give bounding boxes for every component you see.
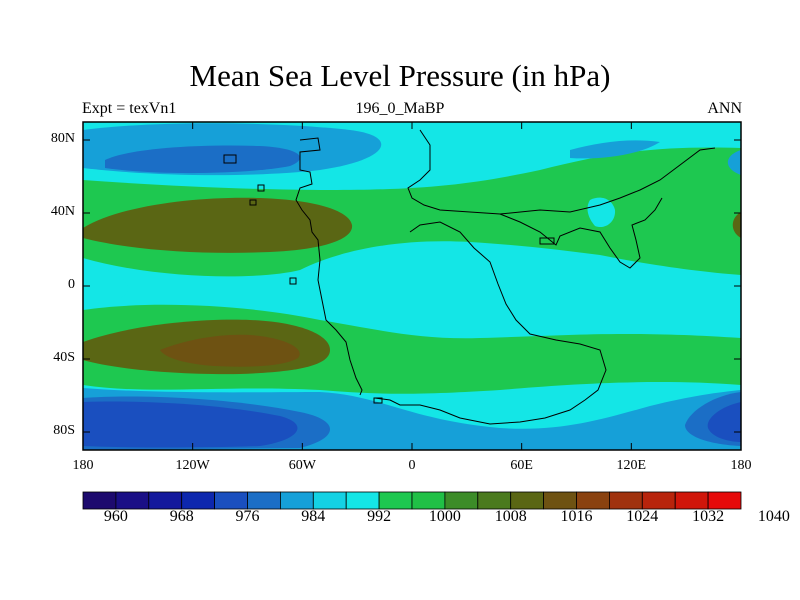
island-outline-4 xyxy=(289,277,297,285)
x-tick-label: 180 xyxy=(730,458,752,473)
island-outline-3 xyxy=(249,199,257,206)
colorbar-swatch xyxy=(510,491,545,510)
island-outline-2 xyxy=(257,184,265,192)
continent-outline-america xyxy=(295,137,363,396)
y-tick-label: 0 xyxy=(68,277,75,292)
colorbar-swatch xyxy=(641,491,676,510)
north-high-fill xyxy=(83,197,353,253)
southeast-low-core xyxy=(707,402,741,442)
colorbar-swatch xyxy=(378,491,413,510)
colorbar-label: 984 xyxy=(301,508,326,525)
colorbar-label: 1008 xyxy=(494,508,527,525)
colorbar-swatch xyxy=(444,491,479,510)
x-tick-label: 60E xyxy=(510,458,533,473)
x-tick-label: 180 xyxy=(72,458,94,473)
colorbar-label: 1024 xyxy=(626,508,659,525)
northeast-low-fill xyxy=(570,140,660,159)
south-high-core xyxy=(160,334,300,367)
east-edge-high xyxy=(732,212,741,238)
island-outline-6 xyxy=(539,237,555,245)
colorbar-swatch xyxy=(148,491,183,510)
colorbar-swatch xyxy=(543,491,577,510)
y-tick-label: 80S xyxy=(53,423,75,438)
colorbar-swatch xyxy=(279,491,314,510)
x-tick-label: 120E xyxy=(616,458,647,473)
x-tick-label: 0 xyxy=(408,458,416,473)
island-outline-5 xyxy=(373,397,383,404)
colorbar-label: 1040 xyxy=(757,508,790,525)
x-tick-label: 60W xyxy=(288,458,316,473)
colorbar-swatch xyxy=(181,491,215,510)
south-low-core xyxy=(83,401,298,448)
colorbar-label: 1032 xyxy=(692,508,725,525)
colorbar-swatch xyxy=(477,491,512,510)
colorbar-swatch xyxy=(411,491,446,510)
colorbar-label: 968 xyxy=(169,508,194,525)
colorbar-label: 1016 xyxy=(560,508,593,525)
x-tick-label: 120W xyxy=(175,458,210,473)
colorbar-swatch xyxy=(707,491,742,510)
colorbar-label: 976 xyxy=(235,508,260,525)
colorbar-swatch xyxy=(345,491,380,510)
colorbar-swatch xyxy=(247,491,281,510)
colorbar xyxy=(82,491,742,510)
colorbar-swatch xyxy=(609,491,643,510)
y-tick-label: 40N xyxy=(50,204,75,219)
y-tick-label: 80N xyxy=(50,131,75,146)
experiment-label: Expt = texVn1 xyxy=(82,100,177,117)
colorbar-label: 1000 xyxy=(428,508,461,525)
time-label: 196_0_MaBP xyxy=(355,100,445,117)
colorbar-swatch xyxy=(214,491,248,510)
colorbar-swatch xyxy=(576,491,610,510)
north-low-core xyxy=(105,145,300,174)
season-label: ANN xyxy=(707,100,742,117)
colorbar-label: 960 xyxy=(103,508,128,525)
map-title: Mean Sea Level Pressure (in hPa) xyxy=(189,58,611,93)
colorbar-swatch xyxy=(312,491,347,510)
colorbar-swatch xyxy=(115,491,150,510)
colorbar-swatch xyxy=(674,491,709,510)
east-edge-low xyxy=(727,150,741,175)
green-band-cyan-patch xyxy=(587,197,616,228)
island-outline-1 xyxy=(223,154,237,164)
y-tick-label: 40S xyxy=(53,350,75,365)
equator-cyan-left xyxy=(83,262,129,305)
colorbar-swatch xyxy=(82,491,117,510)
colorbar-label: 992 xyxy=(367,508,392,525)
